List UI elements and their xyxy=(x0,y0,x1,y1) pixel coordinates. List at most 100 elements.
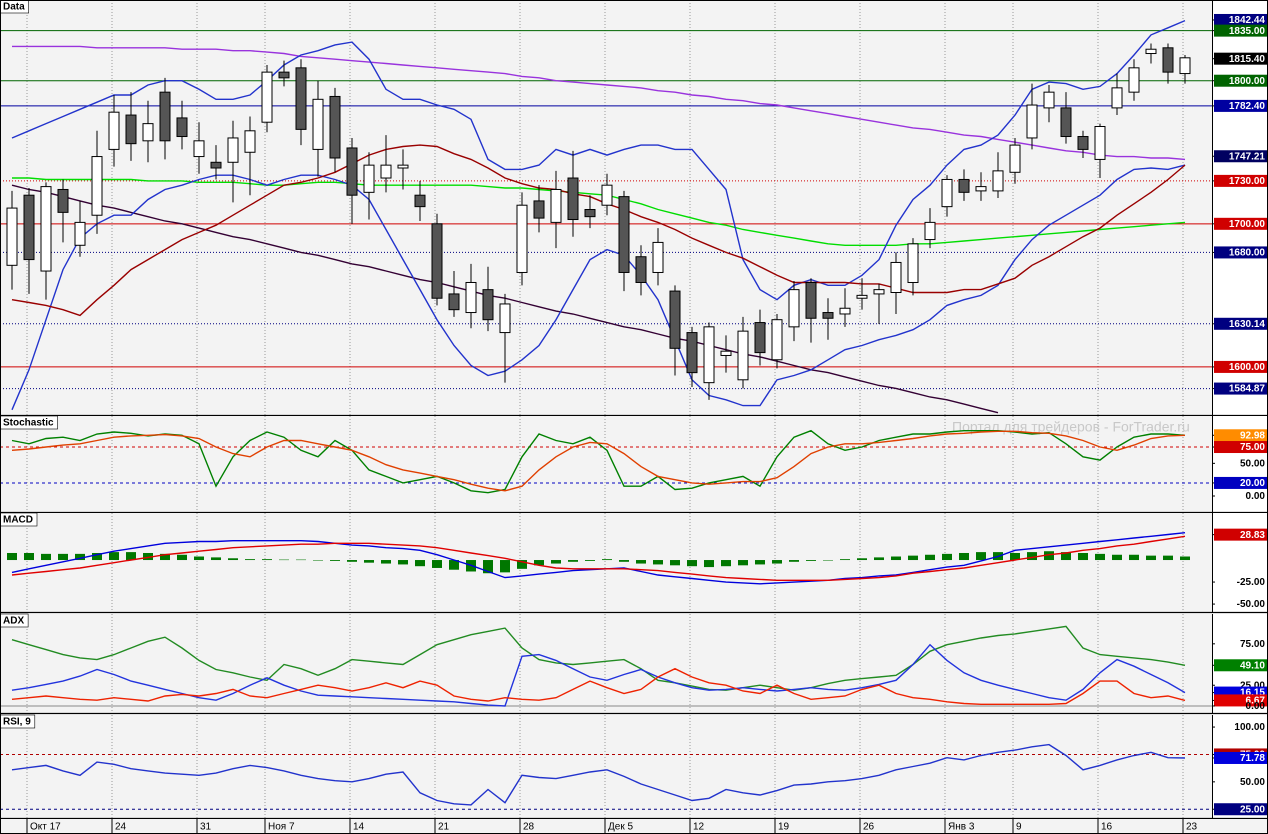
histogram-bar xyxy=(415,560,425,567)
y-tick-label: 71.78 xyxy=(1240,753,1265,764)
candle-body xyxy=(856,294,868,299)
candle-body xyxy=(1060,107,1072,138)
panel-title: RSI, 9 xyxy=(3,717,31,728)
histogram-bar xyxy=(942,553,952,561)
histogram-bar xyxy=(211,557,221,561)
histogram-bar xyxy=(755,560,765,565)
panel-title-box xyxy=(0,613,29,628)
x-tick-label: 12 xyxy=(693,822,705,833)
histogram-bar xyxy=(908,555,918,561)
x-tick-label: 19 xyxy=(778,822,790,833)
indicator-line xyxy=(11,643,1186,707)
value-box xyxy=(1214,99,1267,112)
value-box xyxy=(1214,360,1267,373)
histogram-bar xyxy=(959,552,969,561)
indicator-line xyxy=(11,430,1186,492)
histogram-bar xyxy=(789,560,799,562)
candle-body xyxy=(601,184,613,206)
plot-area xyxy=(7,513,1190,612)
y-tick-label: 1815.40 xyxy=(1229,54,1266,65)
indicator-line xyxy=(11,144,1186,317)
candle-body xyxy=(23,194,35,261)
histogram-bar xyxy=(483,560,493,574)
candle-body xyxy=(1162,47,1174,73)
indicator-line xyxy=(11,743,1186,806)
x-tick-label: 28 xyxy=(523,822,535,833)
candle-body xyxy=(924,221,936,241)
histogram-bar xyxy=(432,560,442,568)
candle-body xyxy=(397,164,409,169)
histogram-bar xyxy=(976,552,986,561)
candle-body xyxy=(91,156,103,216)
value-box xyxy=(1214,659,1267,672)
indicator-line xyxy=(11,19,1186,301)
x-tick-label: 26 xyxy=(863,822,875,833)
histogram-bar xyxy=(823,560,833,561)
histogram-bar xyxy=(262,559,272,561)
histogram-bar xyxy=(551,560,561,564)
candle-body xyxy=(703,326,715,384)
candle-body xyxy=(1077,136,1089,150)
candle-body xyxy=(1128,67,1140,93)
value-box xyxy=(1214,803,1267,816)
axis-area xyxy=(1212,513,1268,612)
y-tick-label: 100.00 xyxy=(1234,722,1265,733)
candle-body xyxy=(346,147,358,196)
histogram-bar xyxy=(772,560,782,564)
candle-body xyxy=(6,207,18,266)
candle-body xyxy=(312,98,324,150)
histogram-bar xyxy=(160,553,170,561)
x-tick-label: 23 xyxy=(1186,822,1198,833)
histogram-bar xyxy=(75,553,85,561)
candle-body xyxy=(363,164,375,193)
candle-body xyxy=(465,281,477,314)
candle-body xyxy=(754,322,766,354)
candle-body xyxy=(227,137,239,163)
candle-body xyxy=(482,289,494,321)
value-box xyxy=(1214,528,1267,541)
x-tick-label: Ноя 7 xyxy=(268,822,295,833)
histogram-bar xyxy=(670,560,680,566)
candle-body xyxy=(516,204,528,273)
histogram-bar xyxy=(143,552,153,561)
candle-body xyxy=(720,350,732,356)
candle-body xyxy=(261,71,273,123)
y-tick-label: 1680.00 xyxy=(1229,248,1266,259)
histogram-bar xyxy=(330,560,340,561)
candle-body xyxy=(1145,48,1157,55)
panel-background xyxy=(0,614,1212,713)
candle-body xyxy=(890,261,902,294)
histogram-bar xyxy=(1044,551,1054,561)
histogram-bar xyxy=(806,560,816,561)
histogram-bar xyxy=(279,559,289,561)
histogram-bar xyxy=(1163,555,1173,561)
candle-body xyxy=(822,312,834,319)
y-tick-label: 1700.00 xyxy=(1229,219,1266,230)
value-box xyxy=(1214,246,1267,259)
candle-body xyxy=(839,307,851,315)
y-tick-label: 1747.21 xyxy=(1229,151,1266,162)
value-box xyxy=(1214,217,1267,230)
value-box xyxy=(1214,13,1267,26)
histogram-bar xyxy=(1112,554,1122,561)
candle-body xyxy=(499,303,511,334)
y-tick-label: 16.15 xyxy=(1240,688,1265,699)
candle-body xyxy=(805,281,817,319)
panel-title: Stochastic xyxy=(3,418,54,429)
y-tick-label: 1835.00 xyxy=(1229,26,1266,37)
candle-body xyxy=(550,188,562,223)
histogram-bar xyxy=(1129,554,1139,561)
x-tick-label: 16 xyxy=(1101,822,1113,833)
histogram-bar xyxy=(568,560,578,562)
plot-area xyxy=(0,0,1212,415)
histogram-bar xyxy=(109,552,119,561)
value-box xyxy=(1214,382,1267,395)
histogram-bar xyxy=(1180,556,1190,561)
y-tick-label: 1800.00 xyxy=(1229,76,1266,87)
panel-background xyxy=(0,513,1212,612)
histogram-bar xyxy=(585,560,595,561)
y-tick-label: 1842.44 xyxy=(1229,15,1266,26)
histogram-bar xyxy=(194,556,204,561)
plot-area xyxy=(0,614,1212,713)
